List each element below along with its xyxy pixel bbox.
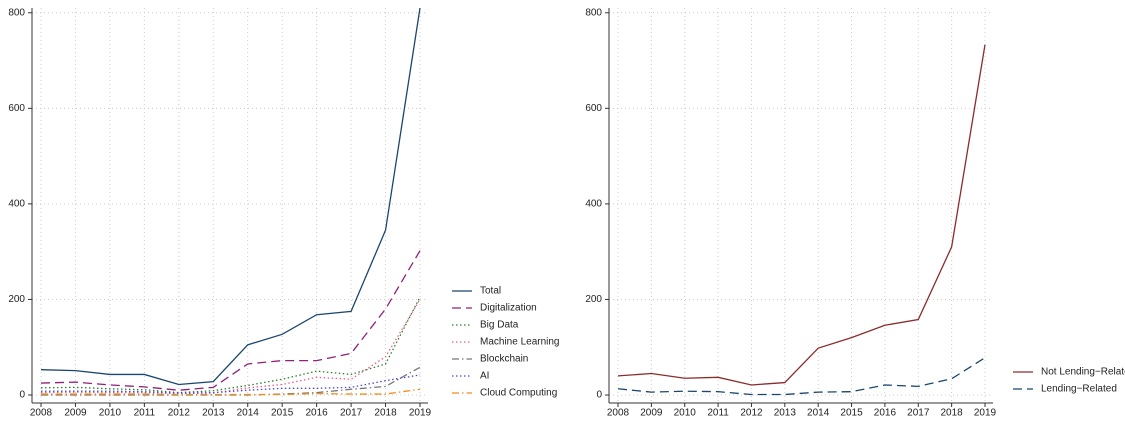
legend-label: Not Lending−Related — [1041, 367, 1125, 378]
legend-label: Machine Learning — [480, 337, 560, 348]
y-tick-label: 400 — [585, 199, 602, 210]
x-tick-label: 2008 — [30, 408, 53, 419]
series-line — [41, 388, 421, 396]
legend-label: Cloud Computing — [480, 388, 557, 399]
legend-label: Blockchain — [480, 354, 528, 365]
x-tick-label: 2018 — [374, 408, 397, 419]
y-tick-label: 600 — [585, 103, 602, 114]
series-line — [40, 299, 421, 395]
legend-label: Lending−Related — [1041, 384, 1117, 395]
x-tick-label: 2019 — [974, 408, 997, 419]
x-tick-label: 2013 — [202, 408, 225, 419]
x-tick-label: 2010 — [99, 408, 122, 419]
x-tick-label: 2017 — [340, 408, 363, 419]
series-line — [40, 296, 421, 394]
x-tick-label: 2014 — [807, 408, 830, 419]
x-tick-label: 2014 — [237, 408, 260, 419]
y-tick-label: 800 — [8, 7, 25, 18]
x-tick-label: 2009 — [640, 408, 663, 419]
y-tick-label: 200 — [585, 294, 602, 305]
x-tick-label: 2011 — [707, 408, 729, 419]
legend-label: AI — [480, 371, 489, 382]
x-tick-label: 2012 — [168, 408, 191, 419]
legend-label: Total — [480, 286, 501, 297]
x-tick-label: 2019 — [409, 408, 432, 419]
legend-label: Digitalization — [480, 303, 537, 314]
x-tick-label: 2016 — [874, 408, 897, 419]
y-tick-label: 800 — [585, 7, 602, 18]
y-tick-label: 600 — [8, 103, 25, 114]
series-line — [40, 7, 421, 386]
series-line — [617, 357, 986, 396]
x-tick-label: 2016 — [306, 408, 329, 419]
series-line — [41, 374, 421, 394]
series-line — [40, 250, 421, 391]
x-tick-label: 2010 — [674, 408, 697, 419]
x-tick-label: 2015 — [840, 408, 863, 419]
x-tick-label: 2013 — [774, 408, 797, 419]
legend-label: Big Data — [480, 320, 519, 331]
y-tick-label: 400 — [8, 199, 25, 210]
x-tick-label: 2015 — [271, 408, 294, 419]
x-tick-label: 2011 — [134, 408, 156, 419]
x-tick-label: 2009 — [64, 408, 87, 419]
y-tick-label: 0 — [596, 390, 602, 401]
x-tick-label: 2018 — [941, 408, 964, 419]
x-tick-label: 2012 — [740, 408, 763, 419]
x-tick-label: 2008 — [607, 408, 630, 419]
y-tick-label: 200 — [8, 294, 25, 305]
x-tick-label: 2017 — [907, 408, 930, 419]
series-line — [617, 44, 986, 386]
y-tick-label: 0 — [19, 390, 25, 401]
